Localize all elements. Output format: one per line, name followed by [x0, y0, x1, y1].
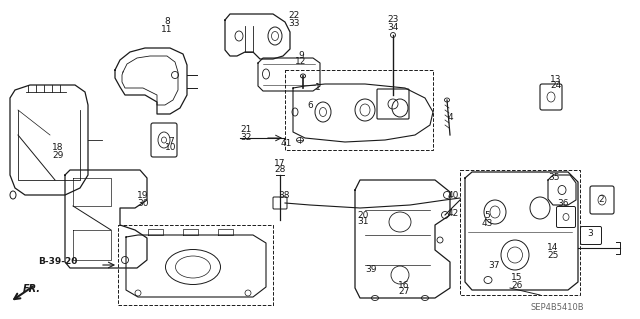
- Text: 2: 2: [598, 195, 604, 204]
- Text: 40: 40: [447, 191, 459, 201]
- Text: 11: 11: [161, 25, 173, 33]
- Text: 20: 20: [357, 211, 369, 219]
- Text: 42: 42: [447, 210, 459, 219]
- Text: 43: 43: [481, 219, 493, 227]
- Text: 17: 17: [275, 159, 285, 167]
- Text: 33: 33: [288, 19, 300, 27]
- Text: 3: 3: [587, 228, 593, 238]
- Text: 29: 29: [52, 151, 64, 160]
- Text: 36: 36: [557, 199, 569, 209]
- Text: 21: 21: [240, 125, 252, 135]
- Text: 13: 13: [550, 75, 562, 84]
- Text: 7: 7: [168, 137, 174, 145]
- Text: 23: 23: [387, 16, 399, 25]
- Text: 1: 1: [315, 84, 321, 93]
- Text: 24: 24: [550, 81, 562, 91]
- Text: 14: 14: [547, 243, 559, 253]
- Text: 30: 30: [137, 198, 148, 207]
- Text: FR.: FR.: [23, 284, 41, 294]
- Text: 19: 19: [137, 191, 148, 201]
- Text: 25: 25: [547, 250, 559, 259]
- Text: 32: 32: [240, 132, 252, 142]
- Bar: [285, 70, 433, 150]
- Text: 6: 6: [307, 101, 313, 110]
- Text: B-39-20: B-39-20: [38, 257, 77, 266]
- Text: 37: 37: [488, 262, 500, 271]
- Text: 18: 18: [52, 144, 64, 152]
- Text: 10: 10: [165, 144, 177, 152]
- Text: 34: 34: [387, 23, 399, 32]
- Text: 38: 38: [278, 191, 290, 201]
- Bar: [118, 225, 273, 305]
- Text: 26: 26: [511, 280, 523, 290]
- Text: 27: 27: [398, 287, 410, 296]
- Text: SEP4B5410B: SEP4B5410B: [530, 303, 584, 313]
- Text: 28: 28: [275, 166, 285, 174]
- Text: 8: 8: [164, 18, 170, 26]
- Text: 22: 22: [289, 11, 300, 20]
- Text: 15: 15: [511, 273, 523, 283]
- Text: 12: 12: [295, 57, 307, 66]
- Text: 41: 41: [280, 138, 292, 147]
- Text: 16: 16: [398, 280, 410, 290]
- Text: 4: 4: [447, 114, 453, 122]
- Text: 5: 5: [484, 211, 490, 220]
- Text: 35: 35: [548, 174, 560, 182]
- Text: 39: 39: [365, 265, 377, 275]
- Text: 31: 31: [357, 218, 369, 226]
- Bar: [460, 170, 580, 295]
- Text: 9: 9: [298, 50, 304, 60]
